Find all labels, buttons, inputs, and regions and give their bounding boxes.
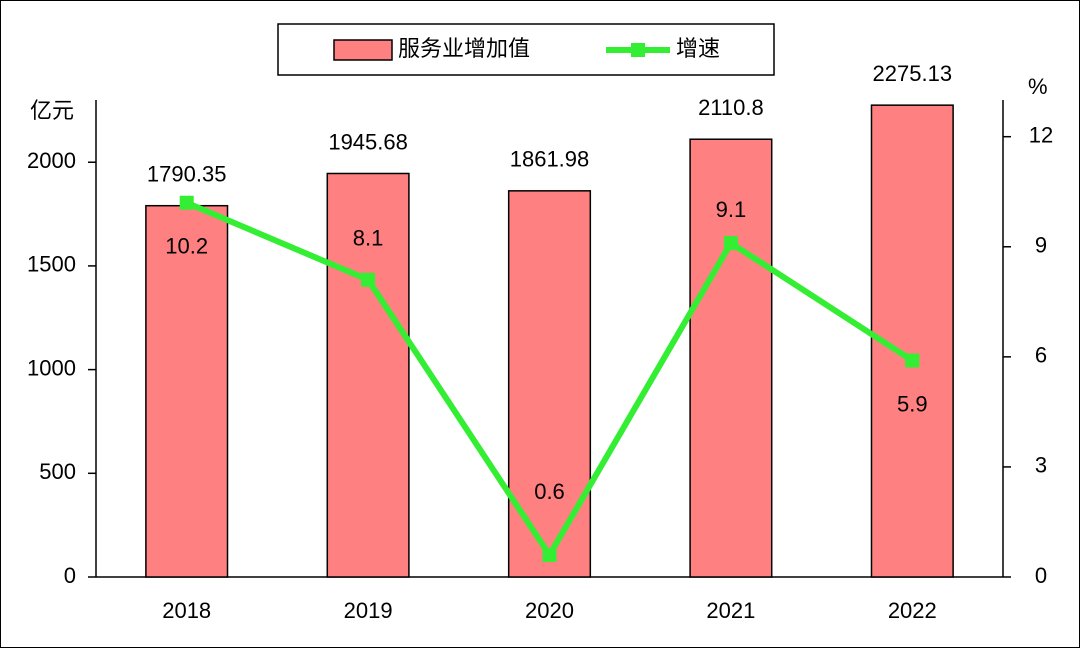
bar xyxy=(507,190,592,578)
bar-value-label: 2110.8 xyxy=(698,95,764,120)
line-marker xyxy=(723,236,738,251)
legend-label: 增速 xyxy=(676,36,720,61)
x-tick-label: 2019 xyxy=(344,598,393,623)
legend-label: 服务业增加值 xyxy=(398,36,530,61)
line-marker xyxy=(361,272,376,287)
bar xyxy=(326,172,410,578)
y2-tick-label: 6 xyxy=(1035,343,1047,368)
line-value-label: 9.1 xyxy=(716,197,747,222)
legend-marker xyxy=(631,43,645,57)
y-tick-label: 1500 xyxy=(27,252,76,277)
bar xyxy=(145,204,229,578)
y2-tick-label: 9 xyxy=(1035,233,1047,258)
line-marker xyxy=(905,353,920,368)
bar-value-label: 2275.13 xyxy=(873,61,953,86)
line-value-label: 8.1 xyxy=(353,226,384,251)
y-tick-label: 500 xyxy=(39,459,76,484)
bar-value-label: 1861.98 xyxy=(510,147,590,172)
y2-tick-label: 12 xyxy=(1029,123,1053,148)
line-value-label: 10.2 xyxy=(165,234,208,259)
x-tick-label: 2020 xyxy=(525,598,574,623)
line-value-label: 5.9 xyxy=(897,391,928,416)
y2-tick-label: 0 xyxy=(1035,563,1047,588)
y-tick-label: 1000 xyxy=(27,355,76,380)
x-tick-label: 2022 xyxy=(888,598,937,623)
y2-axis-label: % xyxy=(1028,74,1048,99)
y-tick-label: 0 xyxy=(64,563,76,588)
x-tick-label: 2018 xyxy=(162,598,211,623)
bar-value-label: 1945.68 xyxy=(328,129,408,154)
y-tick-label: 2000 xyxy=(27,148,76,173)
bar-value-label: 1790.35 xyxy=(147,162,227,187)
y-axis-label: 亿元 xyxy=(30,98,74,123)
legend-swatch xyxy=(333,39,393,61)
x-tick-label: 2021 xyxy=(706,598,755,623)
y2-tick-label: 3 xyxy=(1035,453,1047,478)
line-marker xyxy=(179,195,194,210)
bar xyxy=(689,138,773,578)
line-marker xyxy=(542,547,557,562)
line-value-label: 0.6 xyxy=(534,479,565,504)
